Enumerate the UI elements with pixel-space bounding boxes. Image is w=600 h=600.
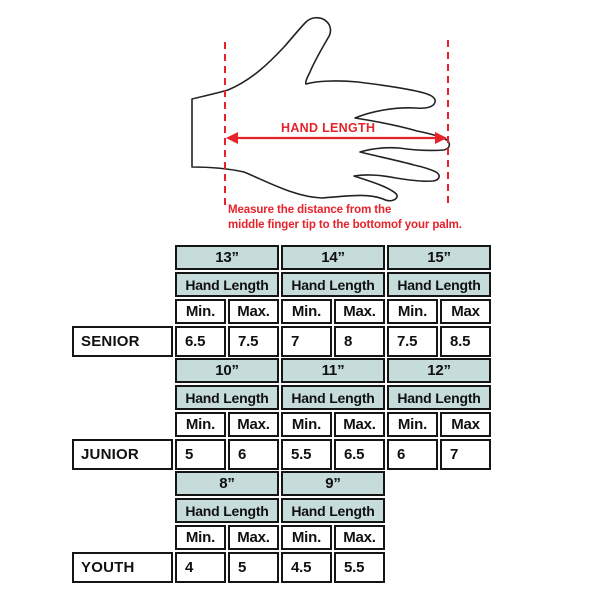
size-table-section-youth: 8” 9” Hand Length Hand Length Min. Max. …	[72, 471, 385, 583]
size-header-cell: 10”	[175, 358, 279, 383]
size-header-cell: 12”	[387, 358, 491, 383]
max-value-cell: 6	[228, 439, 279, 470]
min-header-cell: Min.	[387, 299, 438, 324]
min-header-cell: Min.	[175, 525, 226, 550]
row-label-youth: YOUTH	[72, 552, 173, 583]
hand-length-header-cell: Hand Length	[281, 498, 385, 523]
size-header-cell: 15”	[387, 245, 491, 270]
max-header-cell: Max	[440, 299, 491, 324]
hand-length-header-cell: Hand Length	[281, 272, 385, 297]
size-table-section-junior: 10” 11” 12” Hand Length Hand Length Hand…	[72, 358, 491, 470]
max-header-cell: Max.	[228, 525, 279, 550]
arrowhead-right-icon	[435, 132, 447, 144]
hand-length-header-cell: Hand Length	[175, 498, 279, 523]
min-value-cell: 4	[175, 552, 226, 583]
size-header-cell: 9”	[281, 471, 385, 496]
hand-length-header-cell: Hand Length	[281, 385, 385, 410]
max-header-cell: Max	[440, 412, 491, 437]
max-value-cell: 5.5	[334, 552, 385, 583]
min-header-cell: Min.	[281, 525, 332, 550]
size-header-cell: 14”	[281, 245, 385, 270]
max-header-cell: Max.	[228, 412, 279, 437]
min-value-cell: 4.5	[281, 552, 332, 583]
hand-length-header-cell: Hand Length	[175, 272, 279, 297]
hand-length-measure-label: HAND LENGTH	[281, 121, 376, 135]
max-header-cell: Max.	[334, 525, 385, 550]
arrowhead-left-icon	[226, 132, 238, 144]
hand-length-header-cell: Hand Length	[387, 272, 491, 297]
max-value-cell: 7.5	[228, 326, 279, 357]
max-header-cell: Max.	[334, 412, 385, 437]
min-value-cell: 7	[281, 326, 332, 357]
hand-measurement-diagram	[191, 16, 451, 205]
max-value-cell: 7	[440, 439, 491, 470]
row-label-senior: SENIOR	[72, 326, 173, 357]
max-value-cell: 6.5	[334, 439, 385, 470]
max-value-cell: 5	[228, 552, 279, 583]
max-header-cell: Max.	[334, 299, 385, 324]
measurement-caption-line1: Measure the distance from the	[228, 204, 392, 216]
min-value-cell: 6	[387, 439, 438, 470]
min-header-cell: Min.	[175, 299, 226, 324]
hand-outline	[191, 16, 451, 202]
min-header-cell: Min.	[387, 412, 438, 437]
measurement-caption: Measure the distance from the middle fin…	[228, 203, 462, 233]
size-header-cell: 8”	[175, 471, 279, 496]
min-value-cell: 7.5	[387, 326, 438, 357]
max-value-cell: 8	[334, 326, 385, 357]
hand-length-header-cell: Hand Length	[387, 385, 491, 410]
min-header-cell: Min.	[281, 299, 332, 324]
row-label-junior: JUNIOR	[72, 439, 173, 470]
min-header-cell: Min.	[175, 412, 226, 437]
max-value-cell: 8.5	[440, 326, 491, 357]
min-value-cell: 6.5	[175, 326, 226, 357]
hand-length-header-cell: Hand Length	[175, 385, 279, 410]
size-header-cell: 11”	[281, 358, 385, 383]
size-table-section-senior: 13” 14” 15” Hand Length Hand Length Hand…	[72, 245, 491, 357]
max-header-cell: Max.	[228, 299, 279, 324]
min-value-cell: 5	[175, 439, 226, 470]
measurement-caption-line2: middle finger tip to the bottomof your p…	[228, 219, 462, 231]
min-value-cell: 5.5	[281, 439, 332, 470]
size-header-cell: 13”	[175, 245, 279, 270]
min-header-cell: Min.	[281, 412, 332, 437]
